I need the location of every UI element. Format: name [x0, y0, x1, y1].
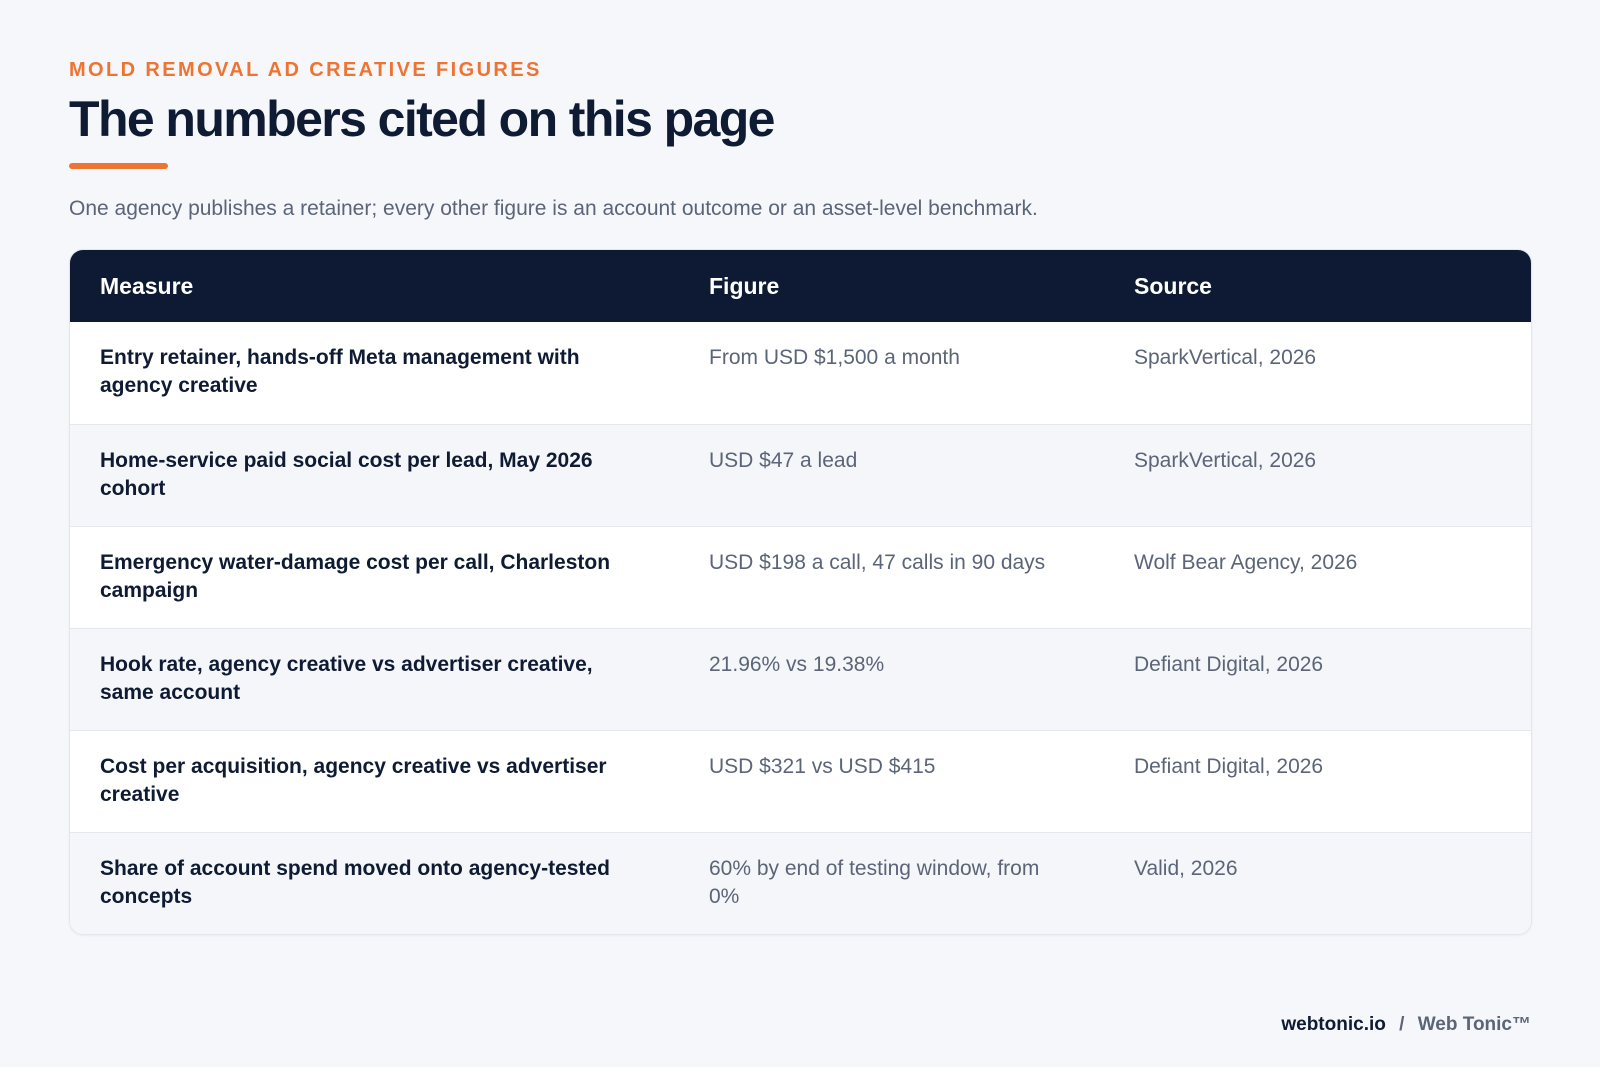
- column-header-source: Source: [1134, 272, 1212, 299]
- column-header-figure: Figure: [709, 272, 780, 299]
- table-row: Hook rate, agency creative vs advertiser…: [70, 628, 1531, 730]
- figures-table-card: Measure Figure Source Entry retainer, ha…: [69, 249, 1532, 935]
- measure-cell: Cost per acquisition, agency creative vs…: [100, 754, 607, 806]
- source-cell: Defiant Digital, 2026: [1134, 652, 1324, 676]
- table-header-row: Measure Figure Source: [70, 250, 1531, 322]
- figure-cell: USD $47 a lead: [709, 448, 858, 472]
- measure-cell: Share of account spend moved onto agency…: [100, 856, 610, 908]
- table-row: Share of account spend moved onto agency…: [70, 832, 1531, 934]
- figure-cell: From USD $1,500 a month: [709, 346, 960, 369]
- figure-cell: 21.96% vs 19.38%: [709, 652, 885, 676]
- title-accent-divider: [69, 163, 168, 169]
- figure-cell: USD $198 a call, 47 calls in 90 days: [709, 550, 1046, 574]
- source-cell: SparkVertical, 2026: [1134, 346, 1317, 369]
- measure-cell: Entry retainer, hands-off Meta managemen…: [100, 346, 580, 397]
- measure-cell: Home-service paid social cost per lead, …: [100, 448, 593, 500]
- figures-table: Measure Figure Source Entry retainer, ha…: [70, 250, 1531, 934]
- figure-cell: 60% by end of testing window, from 0%: [709, 856, 1040, 908]
- figure-cell: USD $321 vs USD $415: [709, 754, 936, 778]
- page-title: The numbers cited on this page: [69, 91, 775, 147]
- source-cell: Defiant Digital, 2026: [1134, 754, 1324, 778]
- footer-separator: /: [1399, 1014, 1405, 1035]
- page-content: MOLD REMOVAL AD CREATIVE FIGURES The num…: [69, 56, 1532, 935]
- page-subtitle: One agency publishes a retainer; every o…: [69, 197, 1038, 220]
- footer-credit: webtonic.io / Web Tonic™: [1281, 1012, 1531, 1038]
- source-cell: SparkVertical, 2026: [1134, 448, 1317, 472]
- measure-cell: Hook rate, agency creative vs advertiser…: [100, 652, 593, 704]
- table-row: Emergency water-damage cost per call, Ch…: [70, 526, 1531, 628]
- footer-domain: webtonic.io: [1281, 1014, 1386, 1035]
- footer-brand: Web Tonic™: [1417, 1014, 1531, 1035]
- table-row: Entry retainer, hands-off Meta managemen…: [70, 322, 1531, 424]
- source-cell: Valid, 2026: [1134, 856, 1238, 880]
- table-row: Home-service paid social cost per lead, …: [70, 424, 1531, 526]
- eyebrow-label: MOLD REMOVAL AD CREATIVE FIGURES: [69, 59, 542, 81]
- measure-cell: Emergency water-damage cost per call, Ch…: [100, 550, 611, 602]
- table-row: Cost per acquisition, agency creative vs…: [70, 730, 1531, 832]
- source-cell: Wolf Bear Agency, 2026: [1134, 550, 1358, 574]
- column-header-measure: Measure: [100, 272, 194, 299]
